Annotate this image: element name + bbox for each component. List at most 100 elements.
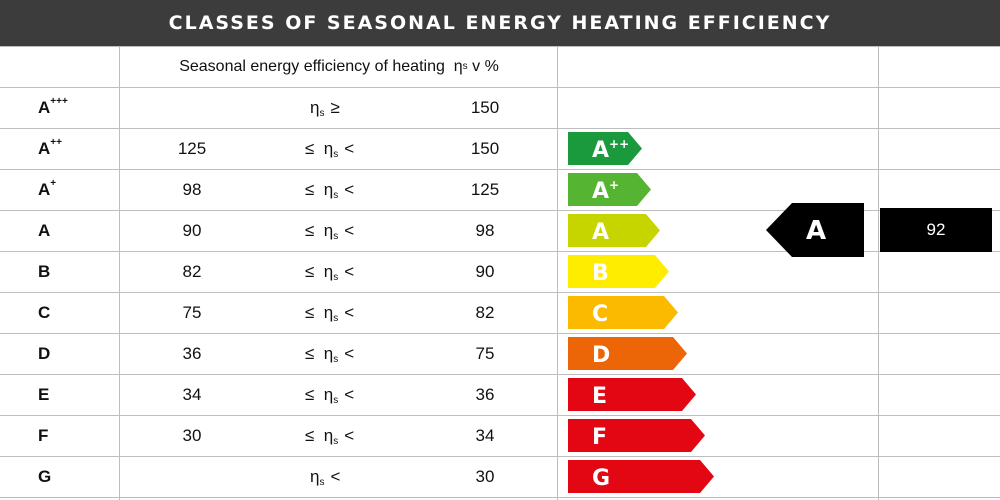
arrow-shape [568,460,714,493]
grid-hline [0,456,1000,457]
class-label: A [38,210,50,251]
table-row: A 90 ≤ η s <98 A [0,210,1000,251]
arrow-label: E [592,384,607,409]
upper-bound: 34 [475,425,495,445]
grid-vline [878,46,879,500]
header-symbol: η [453,57,463,75]
grid-hline [0,415,1000,416]
upper-bound: 36 [475,384,495,404]
arrow-shape [568,132,642,165]
energy-class-arrow: F [568,419,705,452]
grid-hline [0,497,1000,498]
energy-class-arrow: B [568,255,669,288]
condition: ≤ η s < [305,128,354,169]
arrow-shape [568,378,696,411]
class-plus: +++ [50,96,68,107]
grid-vline [557,46,558,500]
rating-arrow-shape [766,203,864,257]
class-letter: A [38,179,51,199]
header-text: Seasonal energy efficiency of heating [179,57,445,75]
eta-subscript: s [333,149,339,160]
condition: ≤ η s < [305,292,354,333]
eta-symbol: η [323,425,334,445]
eta-subscript: s [333,395,339,406]
lower-bound: 82 [182,261,202,281]
arrow-letter: A [592,220,609,245]
rating-value: 92 [880,208,992,252]
class-plus: ++ [50,137,62,148]
arrow-shape [568,419,705,452]
energy-class-arrow: C [568,296,678,329]
less-equal-symbol: ≤ [305,220,324,240]
lower-bound: 98 [182,179,202,199]
comparison-operator: < [344,179,355,199]
table-row: D 36 ≤ η s <75 D [0,333,1000,374]
arrow-letter: A [592,138,609,163]
arrow-label: A [592,220,609,245]
energy-class-arrow: A [568,214,660,247]
header-symbol-sub: s [462,61,468,72]
arrow-letter: C [592,302,608,327]
lower-bound: 34 [182,384,202,404]
less-equal-symbol: ≤ [305,138,324,158]
class-letter: A [38,138,51,158]
arrow-letter: F [592,425,607,450]
eta-symbol: η [323,302,334,322]
comparison-operator: < [344,220,355,240]
eta-subscript: s [333,313,339,324]
eta-symbol: η [323,179,334,199]
less-equal-symbol: ≤ [305,261,324,281]
grid-hline [0,333,1000,334]
energy-class-arrow: E [568,378,696,411]
class-letter: E [38,384,50,404]
class-letter: B [38,261,51,281]
arrow-shape [568,173,651,206]
comparison-operator: < [344,261,355,281]
condition: ≤ η s < [305,169,354,210]
grid-hline [0,210,1000,211]
class-letter: A [38,220,51,240]
grid-hline [0,169,1000,170]
arrow-label: B [592,261,609,286]
arrow-label: F [592,425,607,450]
grid-hline [0,46,1000,47]
less-equal-symbol: ≤ [305,179,324,199]
upper-bound: 150 [470,138,500,158]
table-row: F 30 ≤ η s <34 F [0,415,1000,456]
energy-class-arrow: A+ [568,173,651,206]
class-letter: C [38,302,51,322]
arrow-shape [568,337,687,370]
less-equal-symbol: ≤ [305,425,324,445]
table-row: A +++ η s ≥150 [0,87,1000,128]
condition: ≤ η s < [305,333,354,374]
eta-symbol: η [323,138,334,158]
eta-subscript: s [333,231,339,242]
comparison-operator: < [344,138,355,158]
upper-bound: 125 [470,179,500,199]
less-equal-symbol: ≤ [305,384,324,404]
eta-symbol: η [310,466,320,486]
upper-bound: 90 [475,261,495,281]
table-row: C 75 ≤ η s <82 C [0,292,1000,333]
arrow-label: A++ [592,137,629,163]
class-label: G [38,456,51,497]
class-label: F [38,415,48,456]
eta-subscript: s [333,272,339,283]
lower-bound: 30 [182,425,202,445]
grid-hline [0,374,1000,375]
arrow-label: D [592,343,610,368]
condition: η s < [310,456,340,497]
arrow-shape [568,296,678,329]
eta-symbol: η [310,97,320,117]
comparison-operator: < [344,425,355,445]
grid-vline [119,46,120,500]
less-equal-symbol: ≤ [305,302,324,322]
table-row: A +98 ≤ η s <125 A+ [0,169,1000,210]
class-label: B [38,251,50,292]
comparison-operator: < [344,302,355,322]
arrow-letter: G [592,466,610,491]
condition: η s ≥ [310,87,340,128]
eta-subscript: s [333,436,339,447]
